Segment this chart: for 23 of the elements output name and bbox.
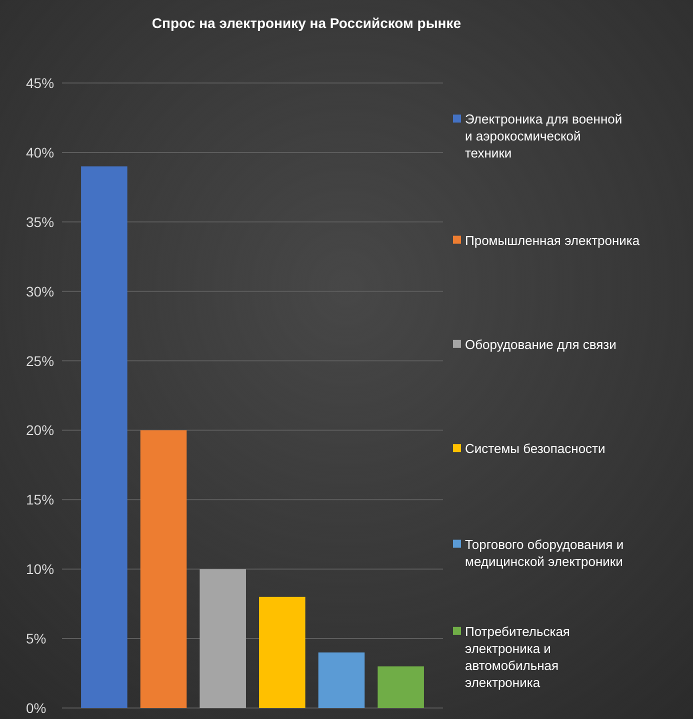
legend-label: Оборудование для связи [465,336,616,352]
y-tick-label: 5% [26,630,46,647]
y-tick-label: 15% [26,492,54,508]
legend-label: Промышленная электроника [465,232,640,248]
y-tick-label: 35% [26,214,54,230]
legend-label: Потребительская электроника и автомобильная электроника [465,624,570,690]
y-tick-label: 30% [26,283,54,300]
bar [200,569,246,708]
y-tick-label: 25% [26,352,54,369]
chart-title: Спрос на электронику на Российском рынке [152,15,462,31]
y-tick-label: 45% [26,75,54,91]
y-tick-label: 40% [26,144,54,160]
bar [318,652,365,708]
bar [259,596,306,708]
bar [378,666,424,708]
y-tick-label: 10% [26,561,54,578]
legend-label: Торгового оборудования и медицинской электроники [465,536,624,569]
bar [140,430,187,708]
legend-label: Системы безопасности [465,441,606,456]
y-tick-label: 0% [26,700,46,716]
y-tick-label: 20% [26,422,54,438]
bar [81,166,128,708]
legend-label: Электроника для военной и аэрокосмической техники [465,112,622,161]
